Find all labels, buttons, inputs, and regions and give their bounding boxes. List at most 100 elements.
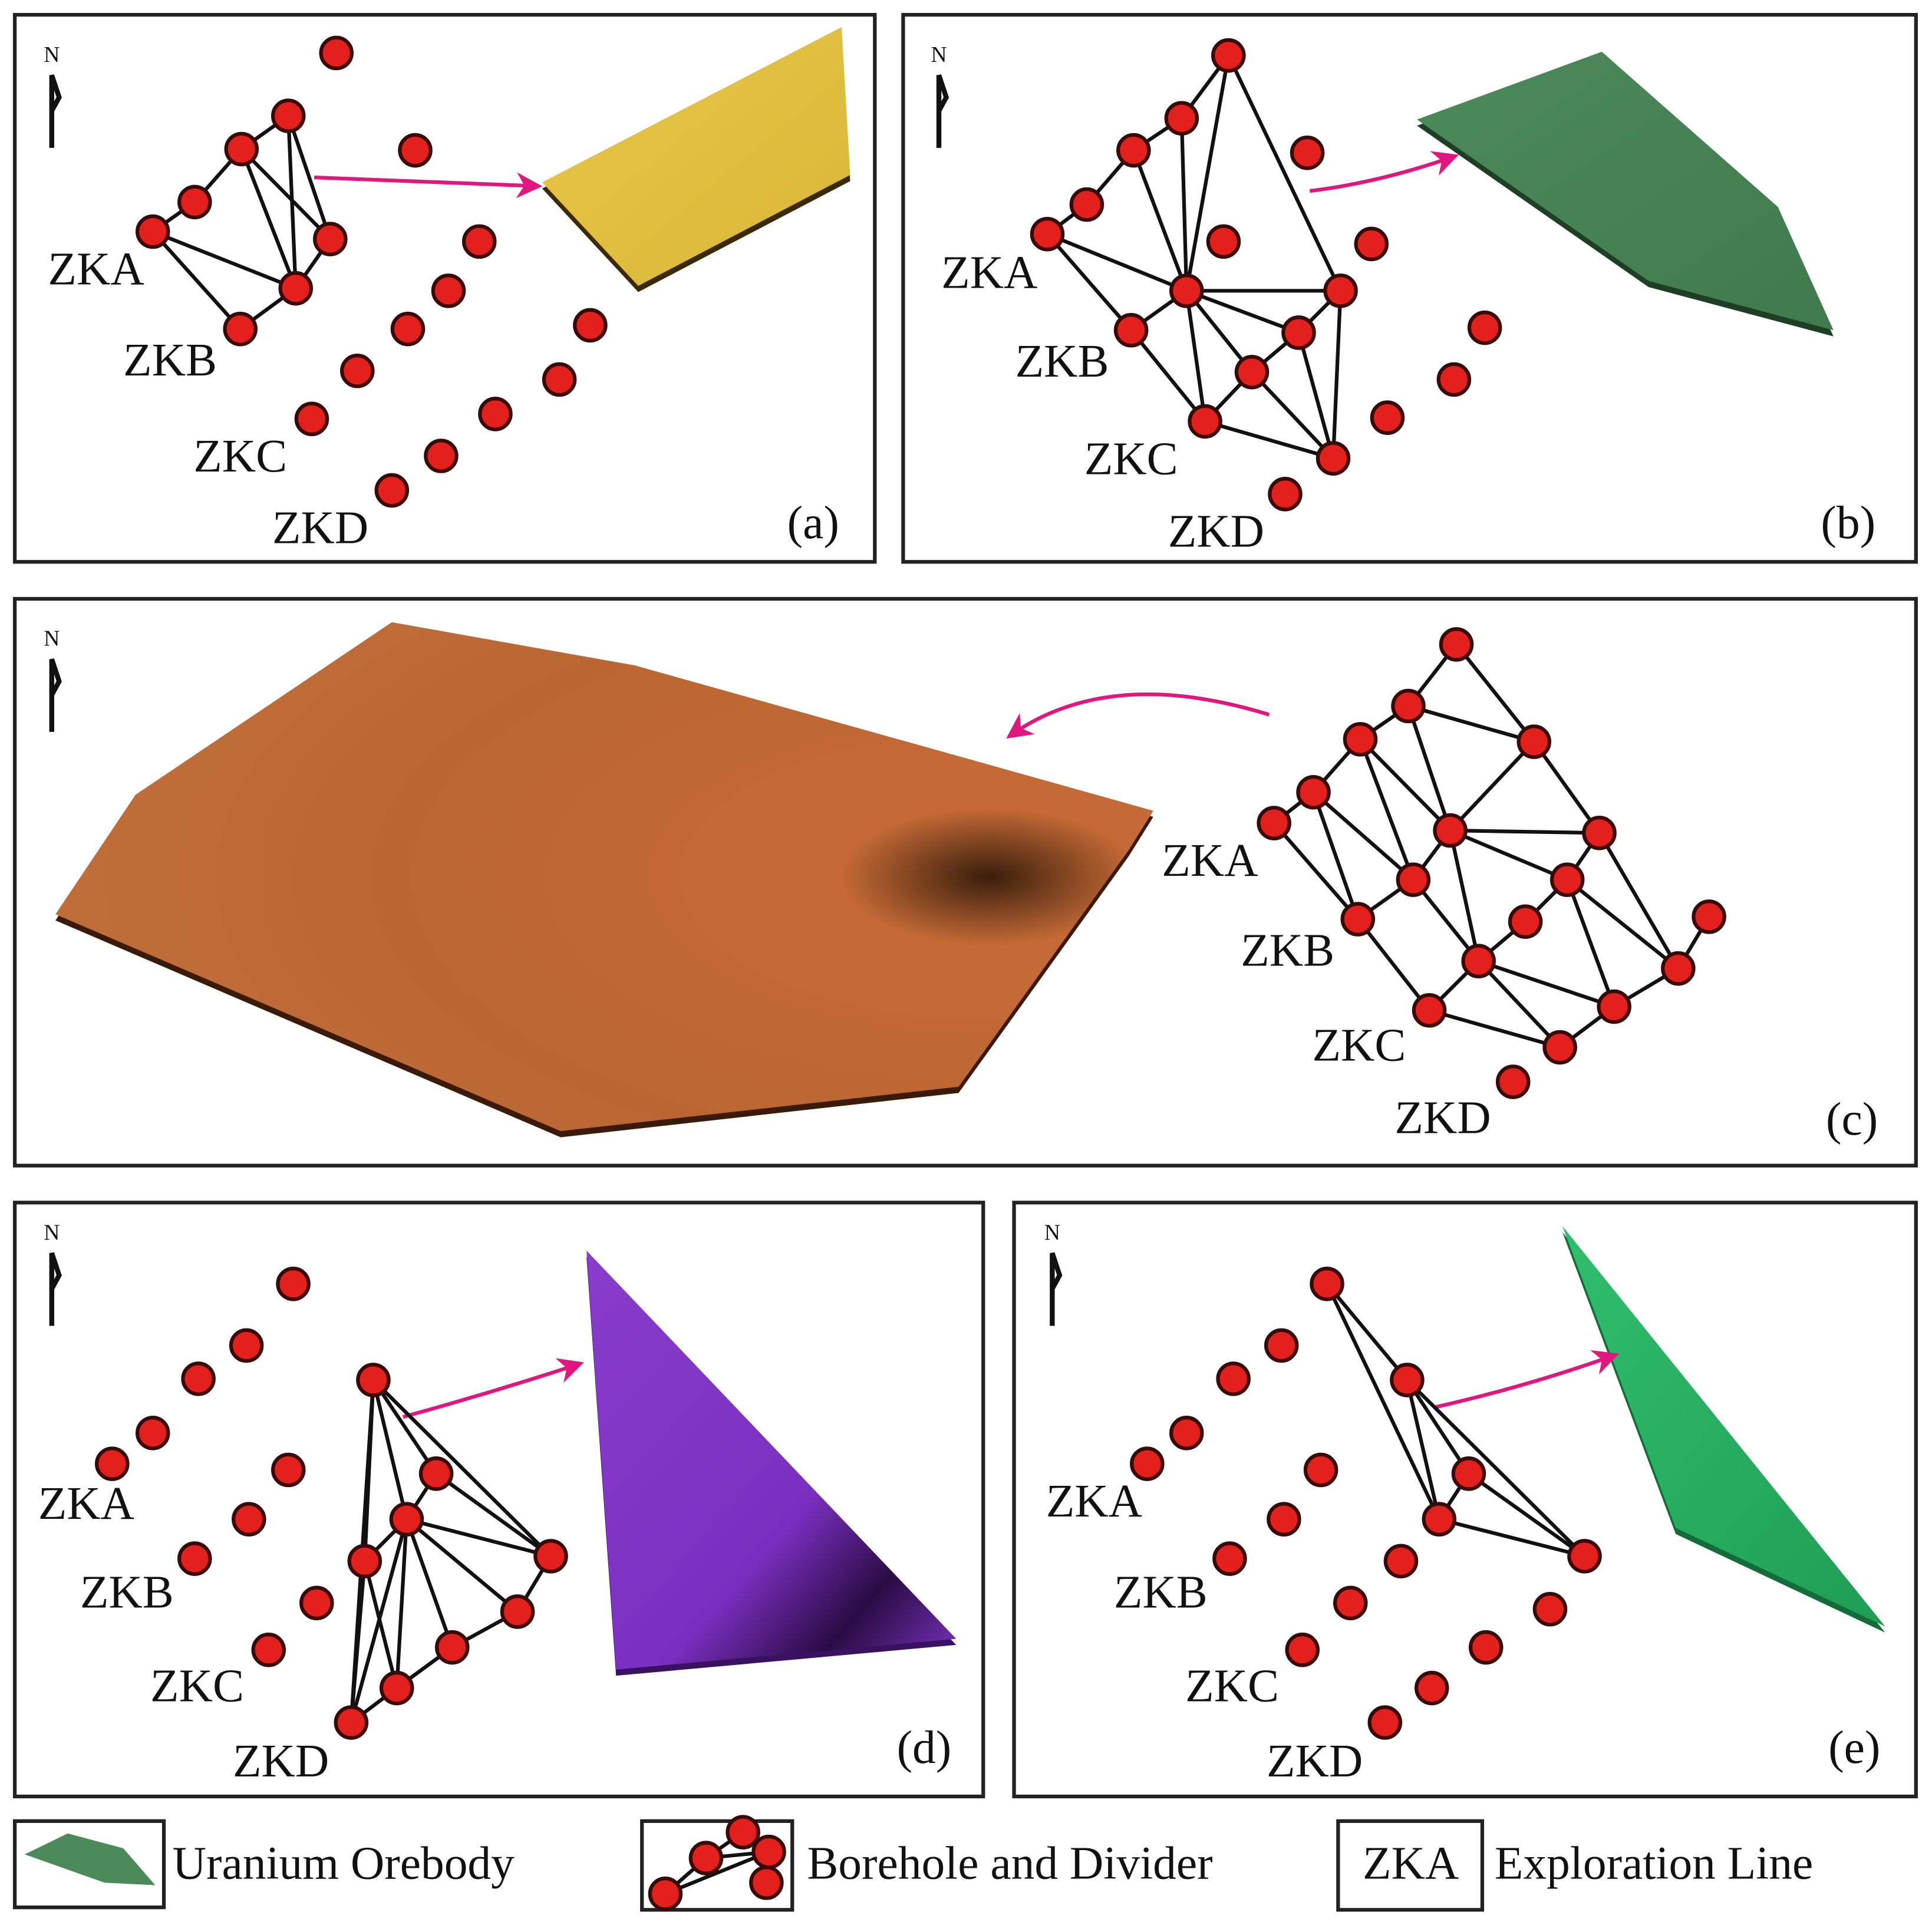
borehole <box>1582 815 1617 850</box>
borehole <box>1412 993 1447 1028</box>
divider <box>239 148 298 289</box>
divider <box>1407 704 1535 744</box>
divider <box>1597 832 1680 970</box>
borehole <box>339 353 375 388</box>
borehole <box>181 1361 216 1396</box>
borehole <box>271 1452 306 1488</box>
divider <box>1186 289 1300 335</box>
divider <box>1478 959 1615 1008</box>
borehole <box>177 184 212 220</box>
borehole <box>749 1865 784 1900</box>
exploration-line-label: ZKB <box>1114 1567 1208 1618</box>
divider <box>1179 118 1189 291</box>
divider <box>349 1518 408 1723</box>
divider <box>151 230 242 331</box>
exploration-line-label: ZKC <box>193 430 287 482</box>
borehole <box>573 308 608 343</box>
arrow <box>402 1358 584 1419</box>
north-arrow <box>936 74 949 148</box>
panel-label: (d) <box>897 1722 952 1773</box>
borehole <box>319 35 354 71</box>
divider <box>286 116 298 289</box>
divider <box>1185 289 1254 374</box>
panel-label: (e) <box>1828 1722 1880 1773</box>
borehole <box>1467 310 1502 345</box>
borehole <box>1451 1456 1486 1491</box>
borehole <box>1567 1539 1602 1574</box>
borehole <box>1661 951 1696 986</box>
borehole <box>1211 38 1246 73</box>
borehole <box>1281 315 1316 350</box>
exploration-line-label: ZKC <box>150 1660 244 1712</box>
borehole <box>1422 1502 1457 1537</box>
divider <box>1185 55 1231 291</box>
borehole <box>1130 1446 1165 1481</box>
borehole <box>751 1834 786 1870</box>
divider <box>362 1560 399 1689</box>
divider <box>1132 149 1189 292</box>
exploration-line-label: ZKA <box>941 247 1037 299</box>
north-label: N <box>44 627 60 651</box>
arrow <box>1309 151 1459 193</box>
north-arrow <box>49 74 62 148</box>
borehole <box>1212 1541 1247 1576</box>
borehole <box>390 311 426 347</box>
legend-box <box>640 1819 794 1912</box>
orebody <box>1562 1226 1885 1627</box>
north-label: N <box>1044 1220 1060 1245</box>
borehole <box>1169 1416 1204 1450</box>
exploration-line-label: ZKD <box>1394 1092 1491 1144</box>
borehole <box>251 1632 286 1667</box>
divider <box>1046 232 1188 293</box>
exploration-line-label: ZKA <box>38 1478 134 1529</box>
borehole <box>424 439 459 473</box>
divider <box>1565 879 1616 1008</box>
divider <box>1406 1379 1586 1558</box>
divider <box>240 147 332 240</box>
legend-label: Uranium Orebody <box>173 1838 515 1890</box>
panel-label: (c) <box>1826 1093 1878 1145</box>
borehole <box>726 1815 760 1849</box>
borehole <box>1323 273 1358 308</box>
borehole <box>224 131 259 167</box>
borehole <box>177 1541 212 1576</box>
north-arrow <box>49 1252 62 1326</box>
panel-label: (a) <box>787 497 839 549</box>
borehole <box>1433 813 1468 848</box>
divider <box>371 1379 408 1520</box>
divider <box>1439 1517 1585 1558</box>
orebody <box>542 27 850 286</box>
exploration-line-label: ZKC <box>1312 1019 1406 1071</box>
arrow <box>1006 692 1270 739</box>
borehole <box>478 397 513 431</box>
orebody <box>1417 51 1834 331</box>
borehole <box>1303 1452 1338 1488</box>
borehole <box>1692 899 1726 934</box>
borehole <box>334 1705 369 1740</box>
borehole <box>1290 135 1325 170</box>
arrow <box>314 172 543 199</box>
divider <box>1449 829 1568 882</box>
borehole <box>278 271 314 306</box>
divider <box>664 1850 770 1896</box>
borehole <box>1383 1544 1419 1579</box>
panel-frame <box>12 1201 985 1799</box>
borehole <box>223 311 258 347</box>
exploration-line-label: ZKB <box>1241 924 1334 976</box>
borehole <box>1296 774 1331 810</box>
borehole <box>542 362 577 397</box>
north-label: N <box>44 42 60 67</box>
borehole <box>1333 1585 1368 1621</box>
legend-box <box>1336 1819 1485 1912</box>
borehole <box>1495 1064 1531 1099</box>
borehole <box>299 1585 334 1621</box>
borehole <box>1354 226 1389 262</box>
divider <box>349 1561 367 1723</box>
divider <box>371 1379 438 1475</box>
divider <box>1468 1472 1586 1558</box>
divider <box>1331 291 1343 459</box>
borehole <box>1188 404 1222 439</box>
borehole <box>1069 187 1105 222</box>
